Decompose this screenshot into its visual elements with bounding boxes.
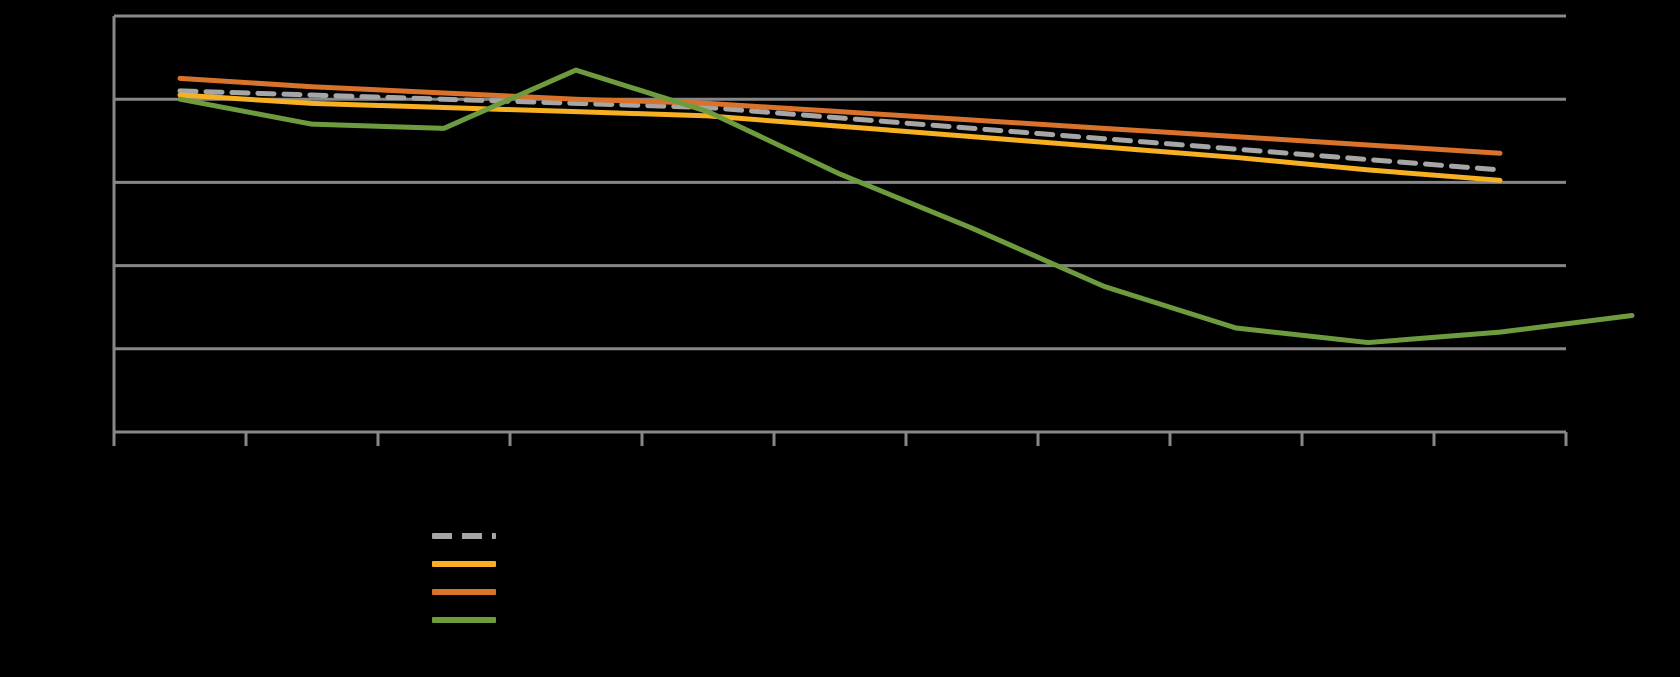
legend-label-orange: [512, 585, 522, 599]
legend-swatch-grey: [432, 533, 496, 539]
line-chart: [0, 0, 1680, 677]
legend-item-green: [432, 606, 522, 634]
legend-label-yellow: [512, 557, 522, 571]
legend-item-orange: [432, 578, 522, 606]
legend-swatch-orange: [432, 589, 496, 595]
legend-label-grey: [512, 529, 522, 543]
legend-swatch-green: [432, 617, 496, 623]
legend-label-green: [512, 613, 522, 627]
legend-swatch-yellow: [432, 561, 496, 567]
chart-legend: [432, 522, 522, 634]
chart-canvas: [0, 0, 1680, 677]
legend-item-grey: [432, 522, 522, 550]
legend-item-yellow: [432, 550, 522, 578]
